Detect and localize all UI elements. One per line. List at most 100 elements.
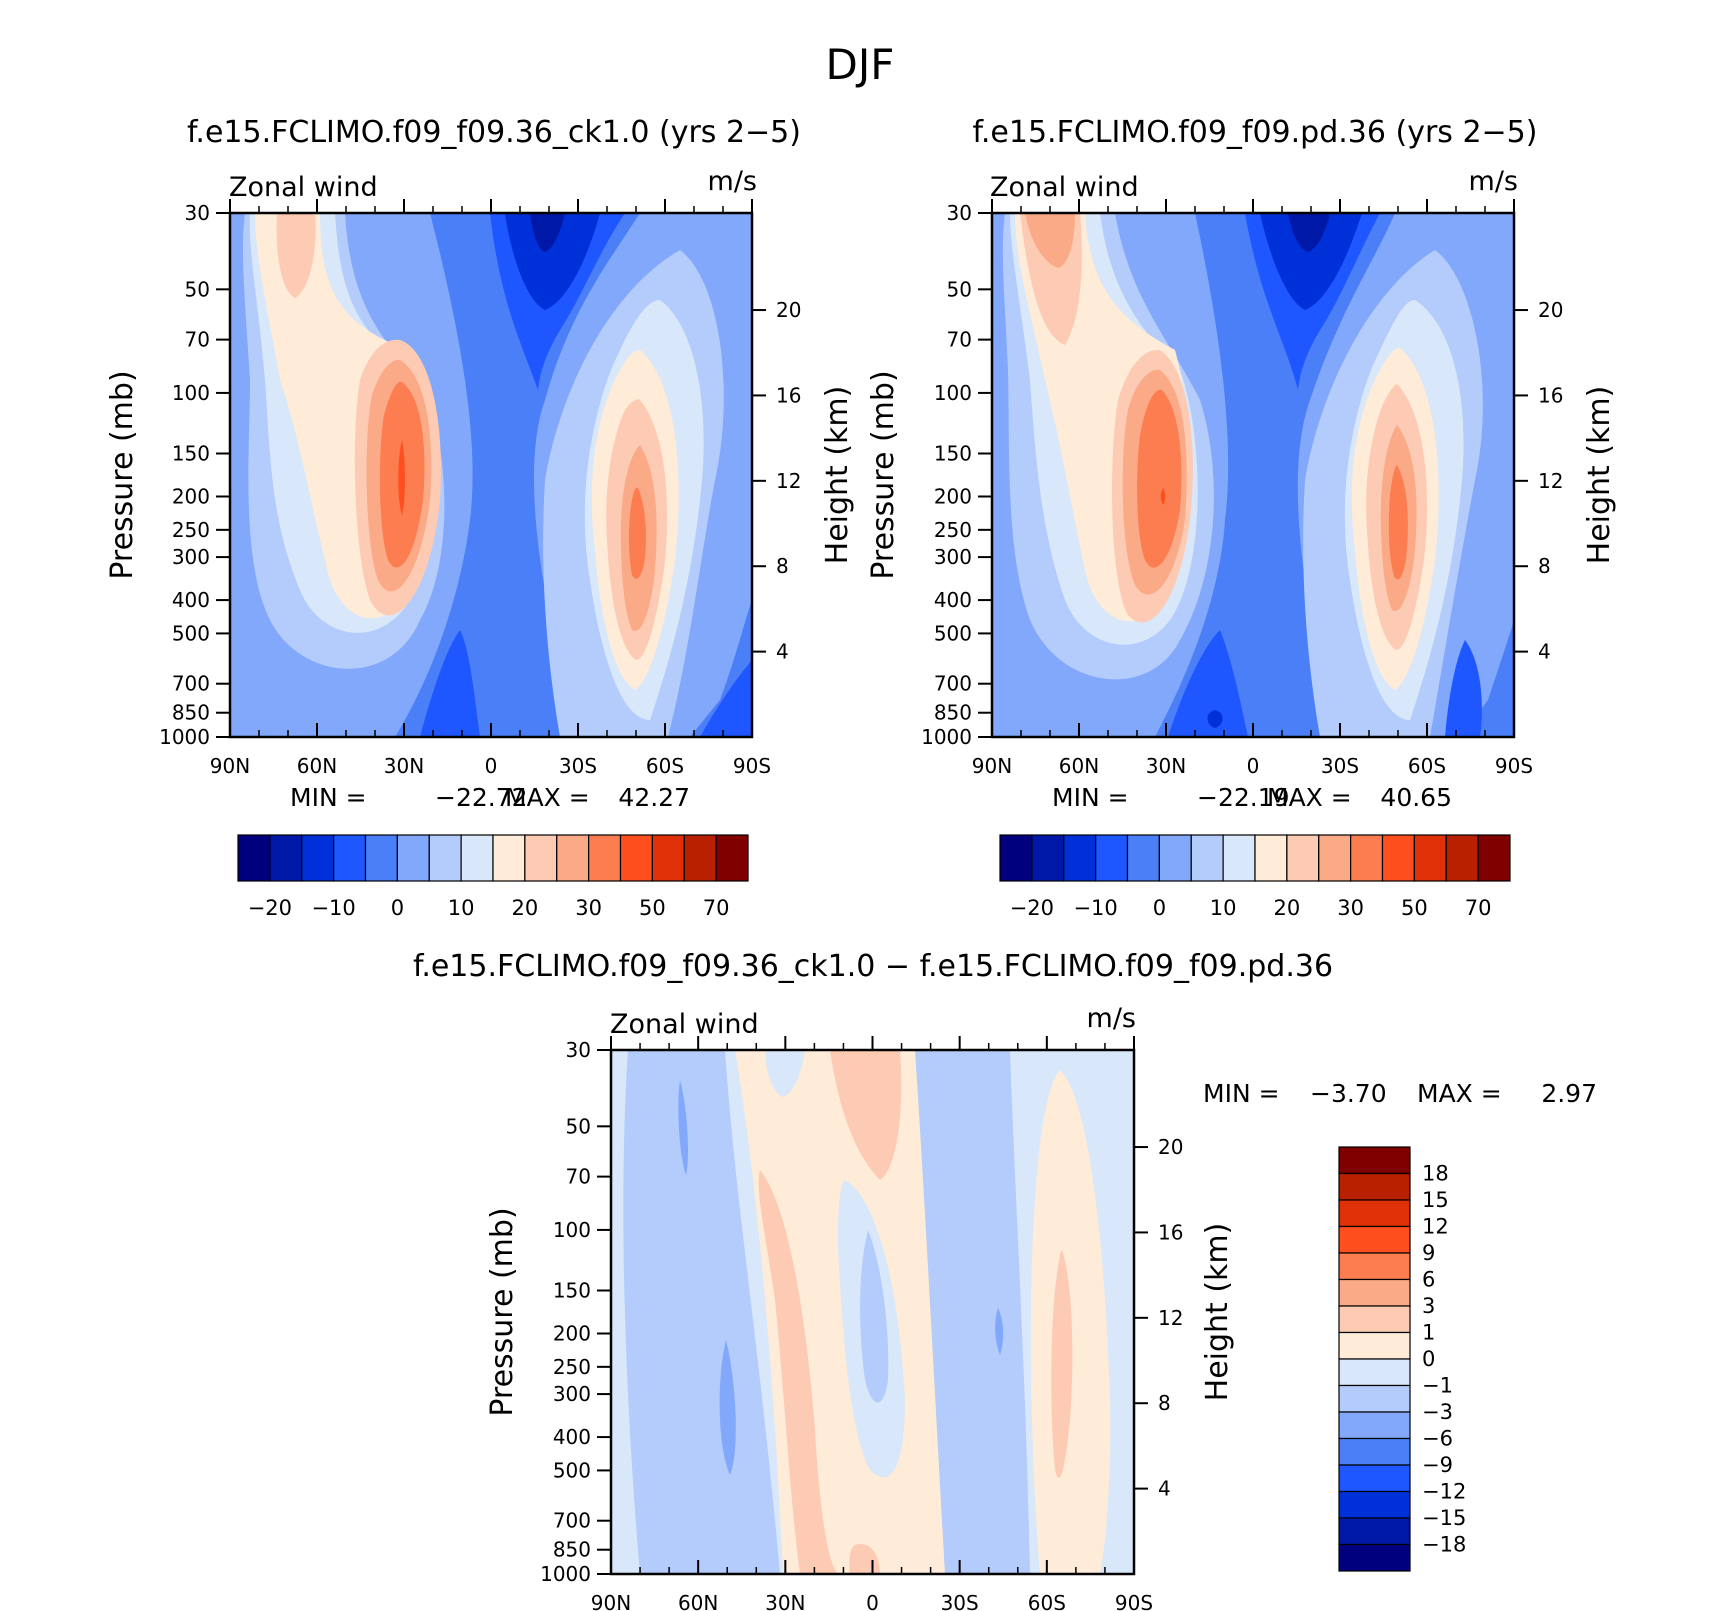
y-tick-label: 150 (553, 1279, 591, 1303)
y-tick-label: 400 (934, 588, 972, 612)
colorbar-swatch (1338, 1199, 1411, 1228)
colorbar-label: 50 (1401, 896, 1428, 920)
jet-sh-5 (629, 487, 646, 579)
panel-pd: f.e15.FCLIMO.f09_f09.pd.36 (yrs 2−5) Zon… (866, 115, 1617, 920)
colorbar-label: −20 (1010, 896, 1054, 920)
y-tick-label: 150 (172, 442, 210, 466)
colorbar-label: −10 (1073, 896, 1117, 920)
colorbar-swatch (1338, 1225, 1411, 1254)
units-label: m/s (1087, 1003, 1136, 1034)
y-right-tick-label: 20 (1158, 1135, 1183, 1159)
x-tick-label: 60N (678, 1591, 718, 1611)
colorbar-swatch (1222, 834, 1256, 882)
y-tick-label: 200 (553, 1321, 591, 1345)
colorbar-swatch (1126, 834, 1160, 882)
colorbar-swatch (1445, 834, 1479, 882)
colorbar-swatch (1095, 834, 1129, 882)
x-axis: 90N 60N 30N 0 30S 60S 90S (972, 199, 1533, 778)
colorbar-swatch (1338, 1464, 1411, 1493)
band-equatorial-blue (1155, 213, 1395, 737)
y-tick-label: 250 (172, 518, 210, 542)
y-tick-label: 250 (934, 518, 972, 542)
band-lower-deep (1207, 710, 1223, 728)
colorbar-swatch (999, 834, 1033, 882)
colorbar-swatch (651, 834, 685, 882)
max-value: 2.97 (1541, 1079, 1597, 1108)
jet-nh-4 (1160, 488, 1166, 505)
colorbar-swatch (1254, 834, 1288, 882)
colorbar-swatch (364, 834, 398, 882)
contour-field (611, 1050, 1134, 1574)
x-axis: 90N 60N 30N 0 30S 60S 90S (210, 199, 771, 778)
y-tick-label: 1000 (159, 725, 210, 749)
y-tick-label: 700 (172, 672, 210, 696)
y-tick-label: 30 (947, 201, 972, 225)
y-right-tick-label: 16 (1158, 1220, 1183, 1244)
y-right-tick-label: 4 (776, 640, 789, 664)
x-tick-label: 30N (1146, 754, 1186, 778)
colorbar-label: 30 (575, 896, 602, 920)
colorbar-label: −6 (1422, 1427, 1453, 1451)
colorbar-label: 20 (1274, 896, 1301, 920)
colorbar-swatch (1338, 1358, 1411, 1387)
x-tick-label: 30S (1321, 754, 1359, 778)
colorbar-label: −3 (1422, 1400, 1453, 1424)
colorbar-label: 10 (448, 896, 475, 920)
colorbar-swatch (460, 834, 494, 882)
colorbar-label: 20 (512, 896, 539, 920)
y-right-tick-label: 16 (1538, 383, 1563, 407)
colorbar-swatch (1338, 1411, 1411, 1440)
band-lower-blue (1168, 630, 1248, 737)
colorbar-swatch (715, 834, 749, 882)
y-tick-label: 150 (934, 442, 972, 466)
y-tick-label: 1000 (921, 725, 972, 749)
y-tick-label: 500 (553, 1458, 591, 1482)
colorbar-swatch (301, 834, 335, 882)
min-label: MIN = (290, 783, 367, 812)
x-tick-label: 30N (384, 754, 424, 778)
min-label: MIN = (1203, 1079, 1280, 1108)
colorbar-swatch (1338, 1252, 1411, 1281)
colorbar-swatch (1063, 834, 1097, 882)
y-tick-label: 200 (172, 484, 210, 508)
colorbar-swatch (269, 834, 303, 882)
y-tick-label: 850 (172, 701, 210, 725)
colorbar-label: 0 (1422, 1347, 1435, 1371)
y-axis-right-label: Height (km) (820, 386, 855, 565)
variable-label: Zonal wind (610, 1009, 759, 1040)
variable-label: Zonal wind (229, 172, 378, 203)
y-right-tick-label: 12 (776, 469, 801, 493)
band-pos-peach-2 (830, 1050, 902, 1180)
jet-nh-4 (398, 440, 405, 515)
band-polar-deep (1445, 640, 1482, 737)
y-right-tick-label: 4 (1158, 1477, 1171, 1501)
colorbar-swatch (1338, 1331, 1411, 1360)
x-tick-label: 0 (866, 1591, 879, 1611)
colorbar-label: 70 (703, 896, 730, 920)
x-tick-label: 0 (485, 754, 498, 778)
colorbar-swatch (333, 834, 367, 882)
band-neg-west (623, 1050, 780, 1574)
y-tick-label: 70 (185, 328, 210, 352)
y-tick-label: 850 (553, 1538, 591, 1562)
colorbar-swatch (556, 834, 590, 882)
panel-diff: f.e15.FCLIMO.f09_f09.36_ck1.0 − f.e15.FC… (413, 949, 1597, 1611)
panel-ck: f.e15.FCLIMO.f09_f09.36_ck1.0 (yrs 2−5) … (105, 115, 855, 920)
colorbar-swatch (1350, 834, 1384, 882)
y-tick-label: 50 (947, 277, 972, 301)
panel-title: f.e15.FCLIMO.f09_f09.36_ck1.0 (yrs 2−5) (187, 115, 801, 150)
y-axis-right: 20 16 12 8 4 (752, 298, 801, 664)
band-neg-east (915, 1050, 1030, 1574)
y-right-tick-label: 20 (776, 298, 801, 322)
band-equatorial-deepest (530, 213, 565, 252)
figure-title: DJF (826, 40, 895, 89)
band-equatorial-blue (395, 213, 640, 737)
colorbar-label: −18 (1422, 1533, 1466, 1557)
y-axis-right: 20 16 12 8 4 (1514, 298, 1563, 664)
y-tick-label: 700 (934, 672, 972, 696)
y-tick-label: 700 (553, 1509, 591, 1533)
y-axis-label: Pressure (mb) (866, 370, 901, 579)
x-tick-label: 90S (733, 754, 771, 778)
